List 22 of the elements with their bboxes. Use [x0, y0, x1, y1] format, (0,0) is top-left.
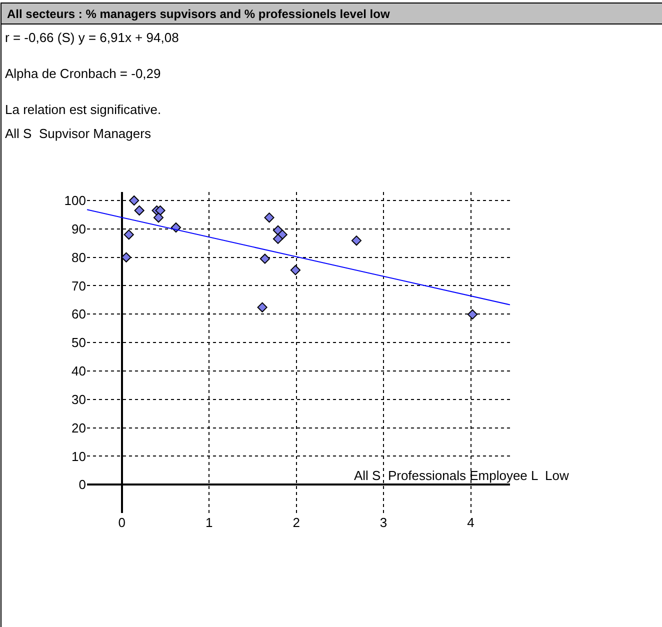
x-tick-label: 1	[205, 515, 213, 530]
x-axis-title: All S Professionals Employee L Low	[354, 468, 570, 483]
text: La relation est significative.	[5, 102, 162, 117]
y-tick-label: 40	[72, 364, 86, 379]
y-axis-title: All S Supvisor Managers	[5, 126, 152, 141]
y-tick-label: 50	[72, 335, 86, 350]
text: Alpha de Cronbach = -0,29	[5, 66, 161, 81]
chart-title: All secteurs : % managers supvisors and % professionels level low	[7, 7, 390, 21]
y-tick-label: 20	[72, 420, 86, 436]
text: r = -0,66 (S) y = 6,91x + 94,08	[5, 30, 179, 45]
x-tick-label: 3	[380, 515, 388, 530]
y-tick-label: 60	[72, 306, 86, 322]
y-tick-label: 70	[72, 278, 86, 294]
y-tick-label: 80	[72, 250, 86, 265]
y-tick-label: 10	[72, 448, 86, 464]
x-tick-label: 4	[467, 515, 474, 530]
x-tick-label: 0	[118, 515, 126, 530]
x-tick-label: 2	[292, 515, 300, 530]
y-tick-label: 90	[72, 221, 86, 236]
y-tick-label: 0	[78, 477, 86, 492]
y-tick-label: 100	[64, 193, 86, 208]
y-tick-label: 30	[72, 392, 86, 407]
